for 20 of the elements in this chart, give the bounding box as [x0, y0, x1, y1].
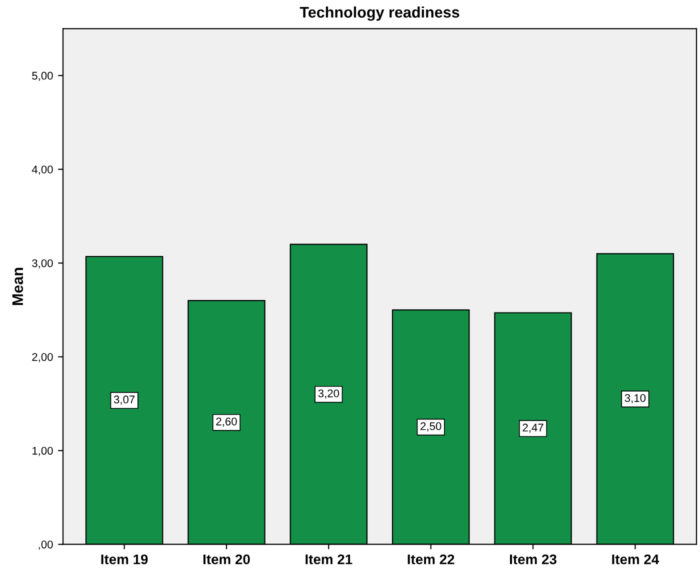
- y-tick-label: ,00: [38, 540, 53, 550]
- y-tick-label: 2,00: [32, 353, 53, 362]
- data-label: 3,07: [114, 396, 135, 405]
- data-label: 2,60: [216, 418, 237, 427]
- x-tick-label: Item 23: [510, 554, 556, 564]
- x-tick-label: Item 21: [306, 554, 352, 564]
- data-label: 2,47: [522, 424, 544, 433]
- data-label: 3,20: [318, 389, 340, 399]
- x-tick-label: Item 20: [203, 554, 250, 564]
- y-axis-title: Mean: [12, 268, 24, 306]
- data-label: 3,10: [624, 394, 646, 404]
- x-tick-label: Item 24: [612, 554, 660, 564]
- y-tick-label: 1,00: [32, 446, 53, 456]
- y-tick-label: 3,00: [32, 259, 53, 269]
- x-tick-label: Item 22: [408, 554, 454, 564]
- y-tick-label: 4,00: [32, 166, 53, 175]
- chart-title: Technology readiness: [300, 6, 460, 21]
- data-label: 2,50: [420, 422, 442, 432]
- y-tick-label: 5,00: [32, 72, 53, 81]
- x-tick-label: Item 19: [101, 554, 148, 564]
